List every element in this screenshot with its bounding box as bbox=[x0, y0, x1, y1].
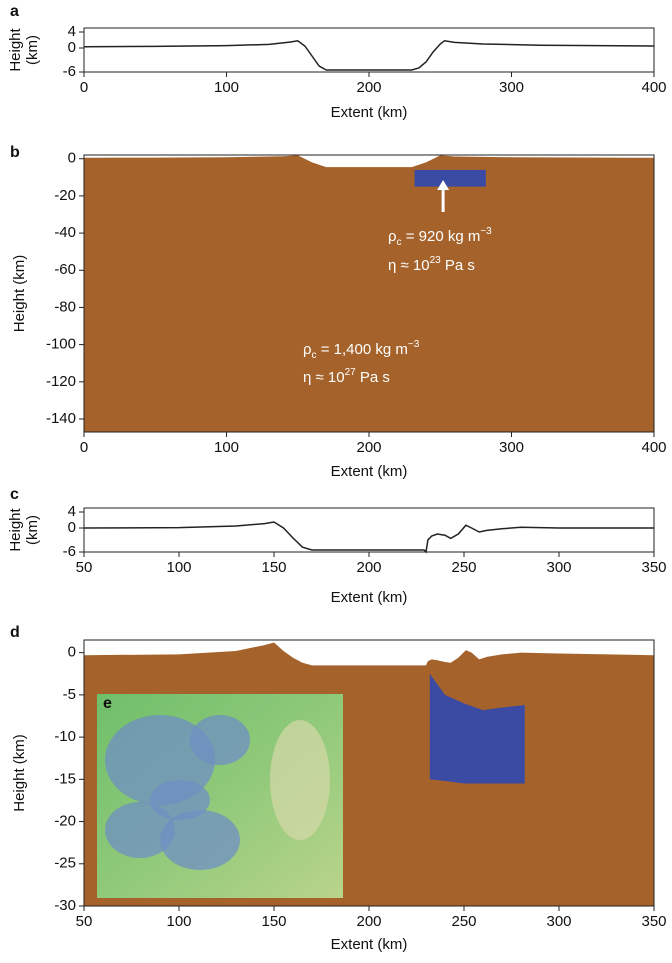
y-tick-label: -60 bbox=[54, 261, 76, 278]
annotation: ρc​ = 1,400 kg m−3​ bbox=[303, 339, 420, 361]
figure: 010020030040040-6Extent (km)Height(km)aρ… bbox=[0, 0, 672, 958]
annotation-part: Pa s bbox=[356, 369, 390, 386]
y-tick-label: 4 bbox=[68, 23, 76, 40]
y-axis-label: (km) bbox=[24, 515, 41, 545]
profile-line bbox=[84, 522, 654, 552]
surface-area bbox=[84, 155, 654, 432]
annotation-part: 23 bbox=[430, 255, 442, 266]
x-tick-label: 100 bbox=[166, 559, 191, 576]
y-tick-label: 0 bbox=[68, 644, 76, 661]
x-axis-label: Extent (km) bbox=[331, 463, 408, 480]
x-tick-label: 250 bbox=[451, 913, 476, 930]
x-tick-label: 300 bbox=[546, 559, 571, 576]
y-tick-label: 0 bbox=[68, 519, 76, 536]
y-tick-label: -30 bbox=[54, 897, 76, 914]
y-axis-label: Height bbox=[7, 27, 24, 71]
x-tick-label: 100 bbox=[166, 913, 191, 930]
annotation-part: = 1,400 kg m bbox=[317, 341, 408, 358]
y-tick-label: -5 bbox=[63, 686, 76, 703]
profile-line bbox=[84, 41, 654, 70]
annotation-part: η ≈ 10 bbox=[388, 257, 430, 274]
y-tick-label: -140 bbox=[46, 410, 76, 427]
x-tick-label: 400 bbox=[641, 439, 666, 456]
x-tick-label: 200 bbox=[356, 439, 381, 456]
x-tick-label: 100 bbox=[214, 439, 239, 456]
x-tick-label: 300 bbox=[499, 439, 524, 456]
y-tick-label: 0 bbox=[68, 39, 76, 56]
y-tick-label: -6 bbox=[63, 543, 76, 560]
inset-image bbox=[97, 694, 343, 898]
x-tick-label: 150 bbox=[261, 913, 286, 930]
x-axis-label: Extent (km) bbox=[331, 936, 408, 953]
x-tick-label: 200 bbox=[356, 559, 381, 576]
y-tick-label: -15 bbox=[54, 770, 76, 787]
y-axis-label: Height (km) bbox=[11, 734, 28, 812]
y-tick-label: -120 bbox=[46, 373, 76, 390]
annotation-part: Pa s bbox=[441, 257, 475, 274]
y-tick-label: -6 bbox=[63, 63, 76, 80]
x-tick-label: 0 bbox=[80, 79, 88, 96]
y-tick-label: -10 bbox=[54, 728, 76, 745]
x-tick-label: 250 bbox=[451, 559, 476, 576]
x-tick-label: 50 bbox=[76, 913, 93, 930]
x-tick-label: 200 bbox=[356, 913, 381, 930]
x-tick-label: 0 bbox=[80, 439, 88, 456]
annotation-part: = 920 kg m bbox=[402, 228, 481, 245]
y-axis-label: Height bbox=[7, 507, 24, 551]
annotation-part: −3 bbox=[408, 339, 420, 350]
annotation-part: ρ bbox=[388, 228, 397, 245]
y-axis-label: Height (km) bbox=[11, 255, 28, 333]
x-tick-label: 200 bbox=[356, 79, 381, 96]
annotation-part: η ≈ 10 bbox=[303, 369, 345, 386]
x-axis-label: Extent (km) bbox=[331, 104, 408, 121]
inset-blob bbox=[150, 780, 210, 820]
ice-body bbox=[415, 170, 486, 187]
panel-label: d bbox=[10, 624, 20, 641]
x-tick-label: 300 bbox=[546, 913, 571, 930]
x-tick-label: 50 bbox=[76, 559, 93, 576]
x-tick-label: 100 bbox=[214, 79, 239, 96]
annotation-part: ρ bbox=[303, 341, 312, 358]
x-tick-label: 150 bbox=[261, 559, 286, 576]
x-tick-label: 400 bbox=[641, 79, 666, 96]
panel-label: a bbox=[10, 3, 19, 20]
y-tick-label: -20 bbox=[54, 813, 76, 830]
annotation: ρc​ = 920 kg m−3​ bbox=[388, 226, 492, 248]
y-tick-label: -100 bbox=[46, 336, 76, 353]
annotation-part: 27 bbox=[345, 367, 357, 378]
plot-frame bbox=[84, 28, 654, 72]
inset-label: e bbox=[103, 695, 112, 712]
annotation-part: −3 bbox=[480, 226, 492, 237]
y-tick-label: -80 bbox=[54, 298, 76, 315]
y-tick-label: -20 bbox=[54, 187, 76, 204]
y-axis-label: (km) bbox=[24, 35, 41, 65]
panel-label: b bbox=[10, 144, 20, 161]
panel-label: c bbox=[10, 486, 19, 503]
inset-blob bbox=[270, 720, 330, 840]
y-tick-label: 4 bbox=[68, 503, 76, 520]
x-tick-label: 300 bbox=[499, 79, 524, 96]
x-tick-label: 350 bbox=[641, 559, 666, 576]
x-tick-label: 350 bbox=[641, 913, 666, 930]
y-tick-label: -40 bbox=[54, 224, 76, 241]
inset-blob bbox=[190, 715, 250, 765]
x-axis-label: Extent (km) bbox=[331, 589, 408, 606]
plot-frame bbox=[84, 508, 654, 552]
y-tick-label: 0 bbox=[68, 150, 76, 167]
y-tick-label: -25 bbox=[54, 855, 76, 872]
